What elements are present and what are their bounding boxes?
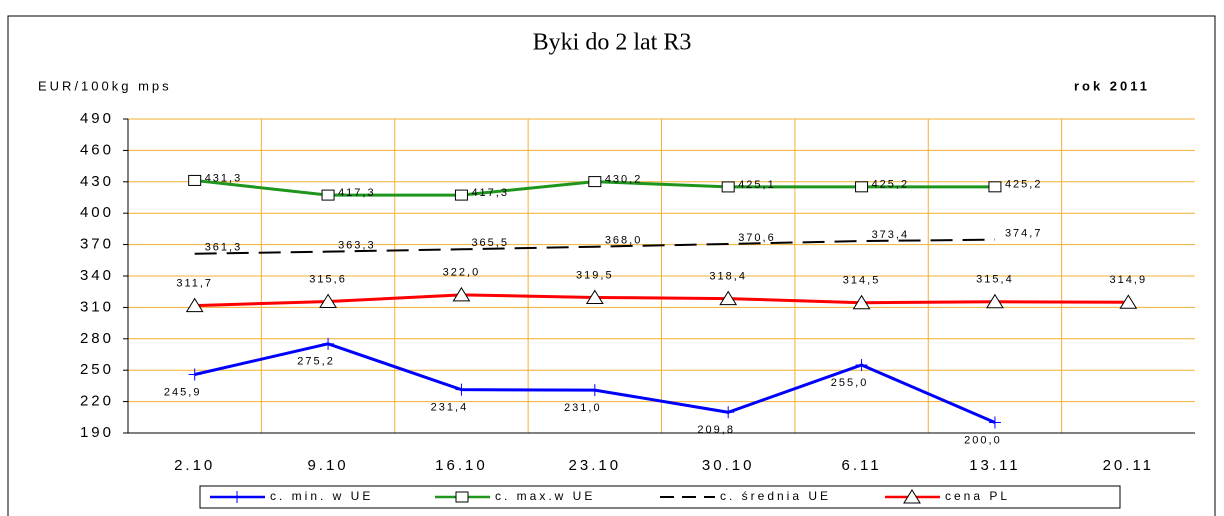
y-tick-label: 370 bbox=[80, 236, 114, 253]
value-label: 209,8 bbox=[697, 424, 735, 436]
x-tick-label: 9.10 bbox=[307, 457, 348, 474]
value-label: 231,0 bbox=[564, 402, 602, 414]
value-label: 373,4 bbox=[872, 229, 910, 241]
value-label: 368,0 bbox=[605, 235, 643, 247]
value-label: 314,5 bbox=[843, 275, 881, 287]
x-tick-label: 30.10 bbox=[702, 457, 755, 474]
legend-label: cena PL bbox=[945, 489, 1010, 503]
value-label: 315,4 bbox=[976, 274, 1014, 286]
y-tick-label: 460 bbox=[80, 141, 114, 158]
series-line bbox=[194, 293, 1129, 308]
value-label: 425,2 bbox=[872, 179, 910, 191]
marker bbox=[185, 297, 204, 313]
marker bbox=[988, 181, 1002, 193]
y-tick-label: 220 bbox=[80, 393, 114, 410]
value-label: 425,1 bbox=[738, 179, 776, 191]
value-label: 275,2 bbox=[297, 356, 335, 368]
x-tick-label: 23.10 bbox=[569, 457, 622, 474]
y-axis-label: EUR/100kg mps bbox=[38, 78, 172, 93]
y-tick-label: 430 bbox=[80, 173, 114, 190]
marker bbox=[452, 286, 471, 302]
value-label: 370,6 bbox=[738, 232, 776, 244]
chart-title: Byki do 2 lat R3 bbox=[533, 30, 692, 56]
value-label: 417,3 bbox=[471, 187, 509, 199]
value-label: 245,9 bbox=[164, 386, 202, 398]
marker bbox=[852, 294, 871, 310]
y-tick-label: 250 bbox=[80, 361, 114, 378]
series-line bbox=[194, 238, 995, 255]
value-label: 318,4 bbox=[709, 271, 747, 283]
legend-label: c. średnia UE bbox=[720, 489, 831, 503]
value-label: 314,9 bbox=[1110, 274, 1148, 286]
value-label: 417,3 bbox=[338, 187, 376, 199]
value-label: 363,3 bbox=[338, 240, 376, 252]
value-label: 430,2 bbox=[605, 173, 643, 185]
value-label: 255,0 bbox=[831, 377, 869, 389]
marker bbox=[1119, 294, 1138, 309]
value-label: 425,2 bbox=[1005, 179, 1043, 191]
marker bbox=[231, 491, 243, 503]
y-tick-label: 490 bbox=[80, 110, 114, 127]
y-tick-label: 340 bbox=[80, 267, 114, 284]
legend-label: c. min. w UE bbox=[270, 489, 373, 503]
value-label: 374,7 bbox=[1005, 228, 1043, 240]
value-label: 231,4 bbox=[431, 402, 469, 414]
y-tick-label: 310 bbox=[80, 298, 114, 315]
marker bbox=[988, 416, 1001, 429]
x-tick-label: 6.11 bbox=[842, 457, 882, 474]
marker bbox=[588, 384, 601, 397]
marker bbox=[903, 489, 921, 504]
marker bbox=[455, 383, 468, 396]
marker bbox=[455, 491, 469, 503]
marker bbox=[322, 337, 335, 350]
legend-label: c. max.w UE bbox=[495, 489, 595, 503]
x-tick-label: 13.11 bbox=[969, 457, 1020, 474]
marker bbox=[721, 181, 735, 193]
value-label: 361,3 bbox=[205, 242, 243, 254]
value-label: 319,5 bbox=[576, 269, 614, 281]
value-label: 365,5 bbox=[471, 237, 509, 249]
y-tick-label: 280 bbox=[80, 330, 114, 347]
marker bbox=[986, 293, 1004, 309]
marker bbox=[188, 368, 201, 381]
marker bbox=[855, 358, 868, 371]
annotation: rok 2011 bbox=[1074, 78, 1150, 93]
value-label: 322,0 bbox=[443, 267, 481, 279]
value-label: 315,6 bbox=[309, 273, 347, 285]
chart-frame bbox=[7, 15, 1216, 516]
value-label: 431,3 bbox=[205, 172, 243, 184]
x-tick-label: 2.10 bbox=[174, 457, 215, 474]
marker bbox=[722, 406, 735, 419]
marker bbox=[719, 290, 738, 306]
value-label: 311,7 bbox=[176, 278, 213, 290]
marker bbox=[454, 189, 468, 201]
y-tick-label: 190 bbox=[80, 424, 114, 441]
marker bbox=[188, 174, 202, 186]
marker bbox=[319, 293, 337, 309]
value-label: 200,0 bbox=[964, 434, 1002, 446]
y-tick-label: 400 bbox=[80, 204, 114, 221]
marker bbox=[585, 289, 604, 304]
x-tick-label: 20.11 bbox=[1103, 457, 1154, 474]
marker bbox=[588, 176, 602, 188]
marker bbox=[855, 181, 869, 193]
marker bbox=[321, 189, 335, 201]
x-tick-label: 16.10 bbox=[435, 457, 488, 474]
